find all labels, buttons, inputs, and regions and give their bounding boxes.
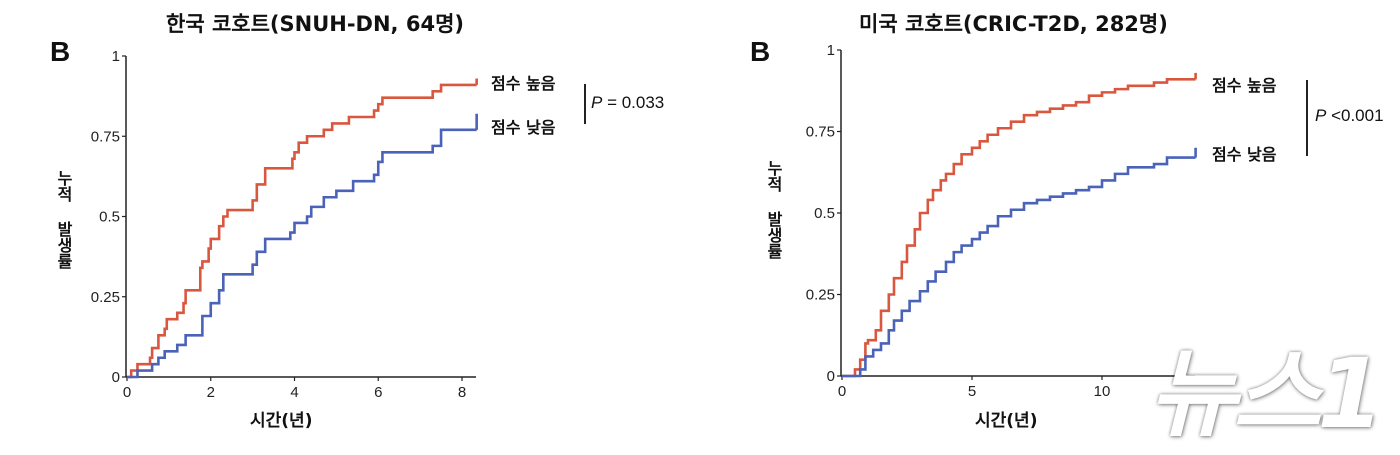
y-axis-label: 누적 발생률 (764, 160, 783, 259)
km-curve (127, 78, 478, 379)
p-value-bracket (1306, 80, 1308, 156)
x-axis-label: 시간(년) (975, 411, 1038, 431)
x-tick-label: 4 (290, 384, 298, 401)
p-value-text: <0.001 (1326, 106, 1384, 125)
p-value: P <0.001 (1315, 106, 1384, 126)
p-value: P = 0.033 (591, 93, 664, 113)
p-value-text: = 0.033 (602, 93, 665, 112)
legend-low-score: 점수 낮음 (491, 118, 556, 137)
y-tick-label: 0.5 (99, 209, 120, 226)
p-label: P (1315, 106, 1327, 125)
legend-high-score: 점수 높음 (1212, 76, 1277, 95)
panel-letter: B (50, 36, 71, 67)
chart-title-korea: 한국 코호트(SNUH-DN, 64명) (166, 12, 464, 36)
korean-cohort-panel: 한국 코호트(SNUH-DN, 64명) B 누적 발생률 시간(년) 0 0.2… (0, 0, 700, 444)
x-tick-label: 2 (207, 384, 215, 401)
x-tick-label: 0 (838, 383, 846, 400)
km-plot-korea: 0 0.25 0.5 0.75 1 0 2 4 6 8 (91, 48, 478, 401)
y-tick-label: 0.5 (814, 205, 835, 222)
x-tick-label: 5 (968, 383, 976, 400)
x-tick-label: 10 (1094, 383, 1111, 400)
y-tick-label: 0.25 (806, 287, 835, 304)
chart-title-us: 미국 코호트(CRIC-T2D, 282명) (859, 12, 1168, 36)
p-label: P (591, 93, 603, 112)
y-tick-label: 0.75 (91, 128, 120, 145)
legend-high-score: 점수 높음 (491, 74, 556, 93)
km-curve (127, 113, 478, 379)
y-tick-label: 1 (827, 42, 835, 59)
km-curve (842, 72, 1197, 378)
x-tick-label: 6 (374, 384, 382, 401)
news1-watermark-logo: 뉴스1 (1148, 338, 1384, 450)
panel-letter: B (750, 36, 771, 67)
legend-low-score: 점수 낮음 (1212, 145, 1277, 164)
y-tick-label: 0 (827, 368, 835, 385)
x-axis-label: 시간(년) (250, 411, 313, 431)
x-tick-label: 0 (123, 384, 131, 401)
p-value-bracket (584, 84, 586, 124)
y-tick-label: 0.25 (91, 289, 120, 306)
km-curve (842, 147, 1197, 378)
y-tick-label: 1 (112, 48, 120, 65)
x-tick-label: 8 (458, 384, 466, 401)
y-tick-label: 0.75 (806, 124, 835, 141)
y-axis-label: 누적 발생률 (54, 170, 73, 269)
y-tick-label: 0 (112, 369, 120, 386)
